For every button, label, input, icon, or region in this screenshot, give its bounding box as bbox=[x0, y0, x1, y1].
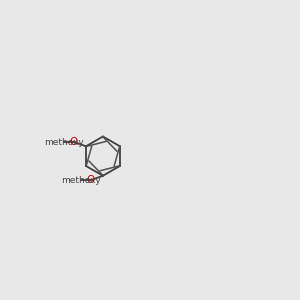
Text: O: O bbox=[86, 176, 94, 185]
Text: methoxy: methoxy bbox=[61, 176, 101, 185]
Text: methoxy: methoxy bbox=[44, 138, 84, 147]
Text: O: O bbox=[69, 137, 77, 147]
